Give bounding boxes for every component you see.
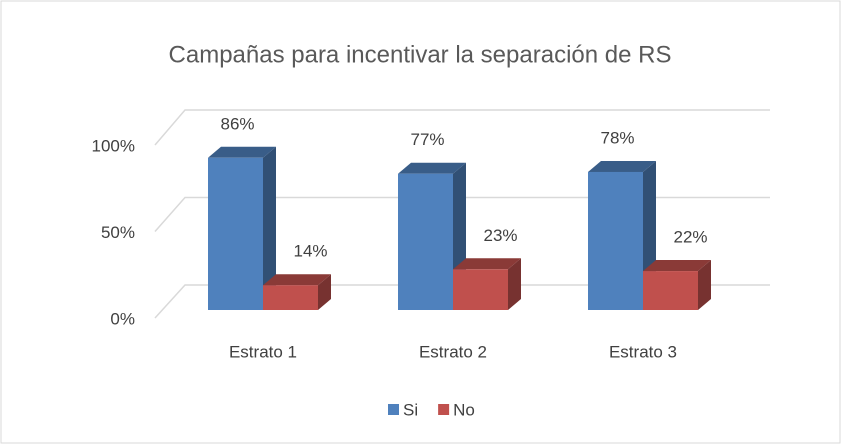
y-tick-label: 50% xyxy=(101,223,135,242)
bar xyxy=(453,269,508,310)
bar xyxy=(208,157,263,310)
data-label: 78% xyxy=(600,128,634,147)
legend-label: Si xyxy=(403,400,418,419)
x-tick-label: Estrato 3 xyxy=(609,342,677,361)
y-tick-label: 0% xyxy=(110,309,135,328)
bar-top xyxy=(398,162,466,174)
data-label: 22% xyxy=(673,228,707,247)
bar-side xyxy=(263,146,276,310)
bar xyxy=(263,285,318,310)
data-label: 77% xyxy=(410,130,444,149)
bar-top xyxy=(588,160,656,172)
data-label: 14% xyxy=(293,242,327,261)
legend-swatch xyxy=(438,404,450,415)
bar-top xyxy=(263,274,331,286)
bar xyxy=(398,173,453,310)
grid-line xyxy=(154,196,770,232)
chart-title: Campañas para incentivar la separación d… xyxy=(169,41,672,68)
bar-side xyxy=(698,260,711,310)
x-tick-label: Estrato 1 xyxy=(229,342,297,361)
x-tick-label: Estrato 2 xyxy=(419,342,487,361)
bar-top xyxy=(208,146,276,158)
bar xyxy=(588,171,643,310)
data-label: 86% xyxy=(220,114,254,133)
legend-swatch xyxy=(388,404,399,415)
bar-top xyxy=(643,260,711,272)
grid-line xyxy=(154,109,770,146)
bar xyxy=(643,271,698,310)
bar-side xyxy=(318,274,331,310)
bar-top xyxy=(453,258,521,270)
y-tick-label: 100% xyxy=(92,136,135,155)
data-label: 23% xyxy=(483,226,517,245)
bar-side xyxy=(508,258,521,310)
legend-label: No xyxy=(453,400,475,419)
grid-line xyxy=(154,284,770,319)
